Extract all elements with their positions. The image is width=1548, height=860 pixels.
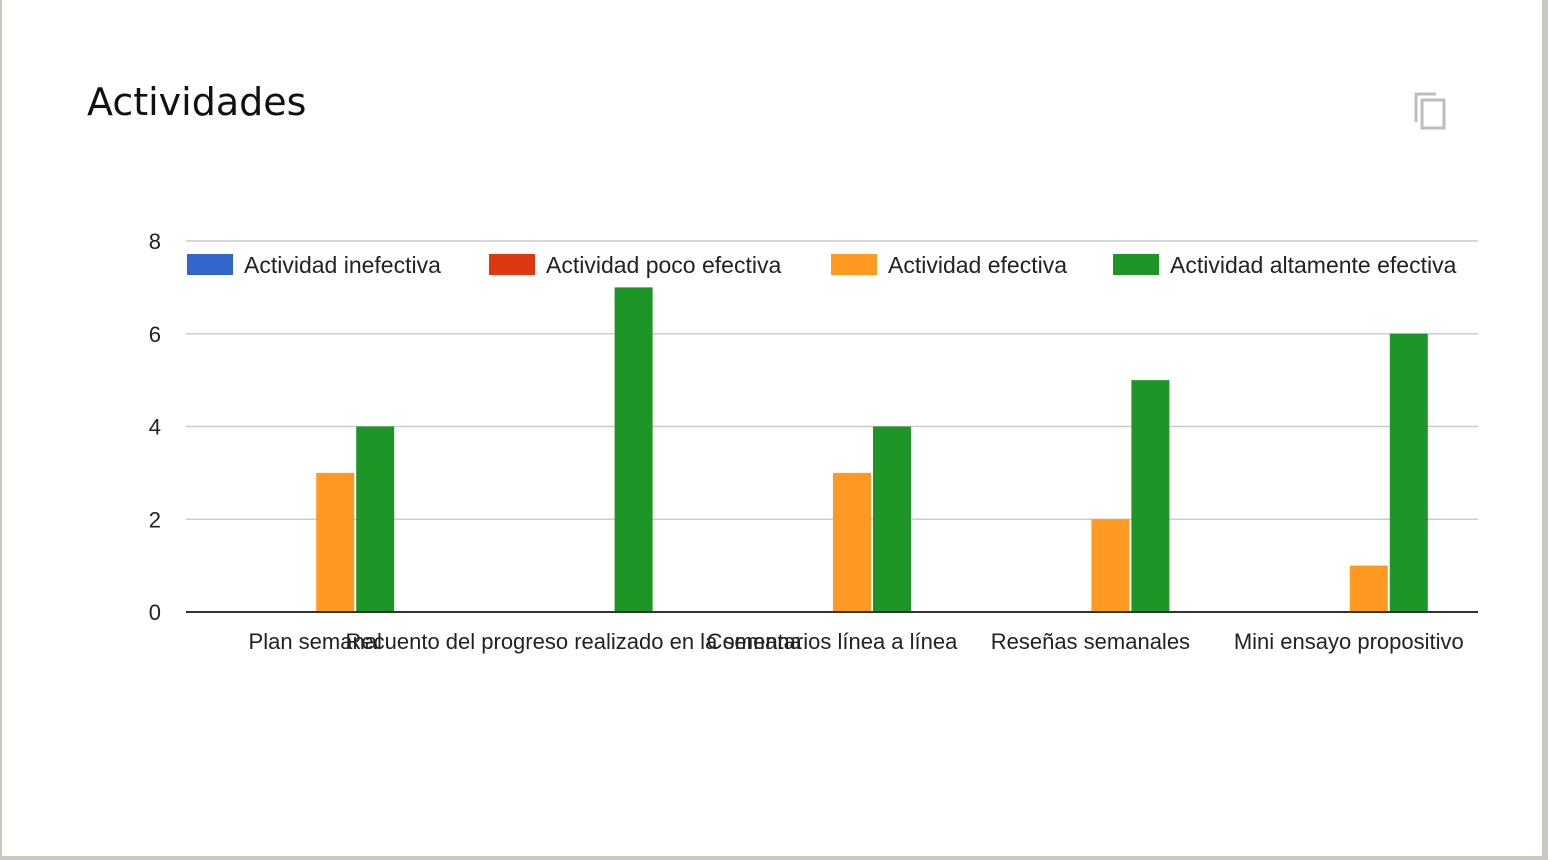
bar: [316, 472, 355, 612]
y-tick-label: 2: [149, 507, 161, 532]
copy-icon[interactable]: [1408, 88, 1452, 132]
x-category-label: Mini ensayo propositivo: [1234, 629, 1464, 654]
x-category-label: Plan semanal: [249, 629, 382, 654]
y-tick-label: 6: [149, 322, 161, 347]
legend-label: Actividad altamente efectiva: [1170, 252, 1457, 278]
legend-label: Actividad efectiva: [888, 252, 1067, 278]
x-category-label: Reseñas semanales: [991, 629, 1190, 654]
bar: [614, 287, 653, 612]
bar: [1349, 565, 1388, 612]
bar: [356, 426, 395, 612]
y-tick-label: 0: [149, 600, 161, 625]
legend-label: Actividad inefectiva: [244, 252, 441, 278]
x-category-label: Recuento del progreso realizado en la se…: [346, 629, 803, 654]
bar: [873, 426, 911, 612]
bar: [833, 472, 871, 612]
legend-swatch: [831, 254, 877, 275]
x-category-label: Comentarios línea a línea: [707, 629, 958, 654]
legend-swatch: [187, 254, 233, 275]
y-tick-label: 8: [149, 229, 161, 254]
bar: [1091, 519, 1130, 612]
legend-swatch: [489, 254, 535, 275]
legend-label: Actividad poco efectiva: [546, 252, 781, 278]
bar: [1131, 380, 1170, 612]
legend-swatch: [1113, 254, 1159, 275]
y-tick-label: 4: [149, 415, 161, 440]
chart-title: Actividades: [87, 80, 307, 124]
bar: [1389, 333, 1428, 612]
